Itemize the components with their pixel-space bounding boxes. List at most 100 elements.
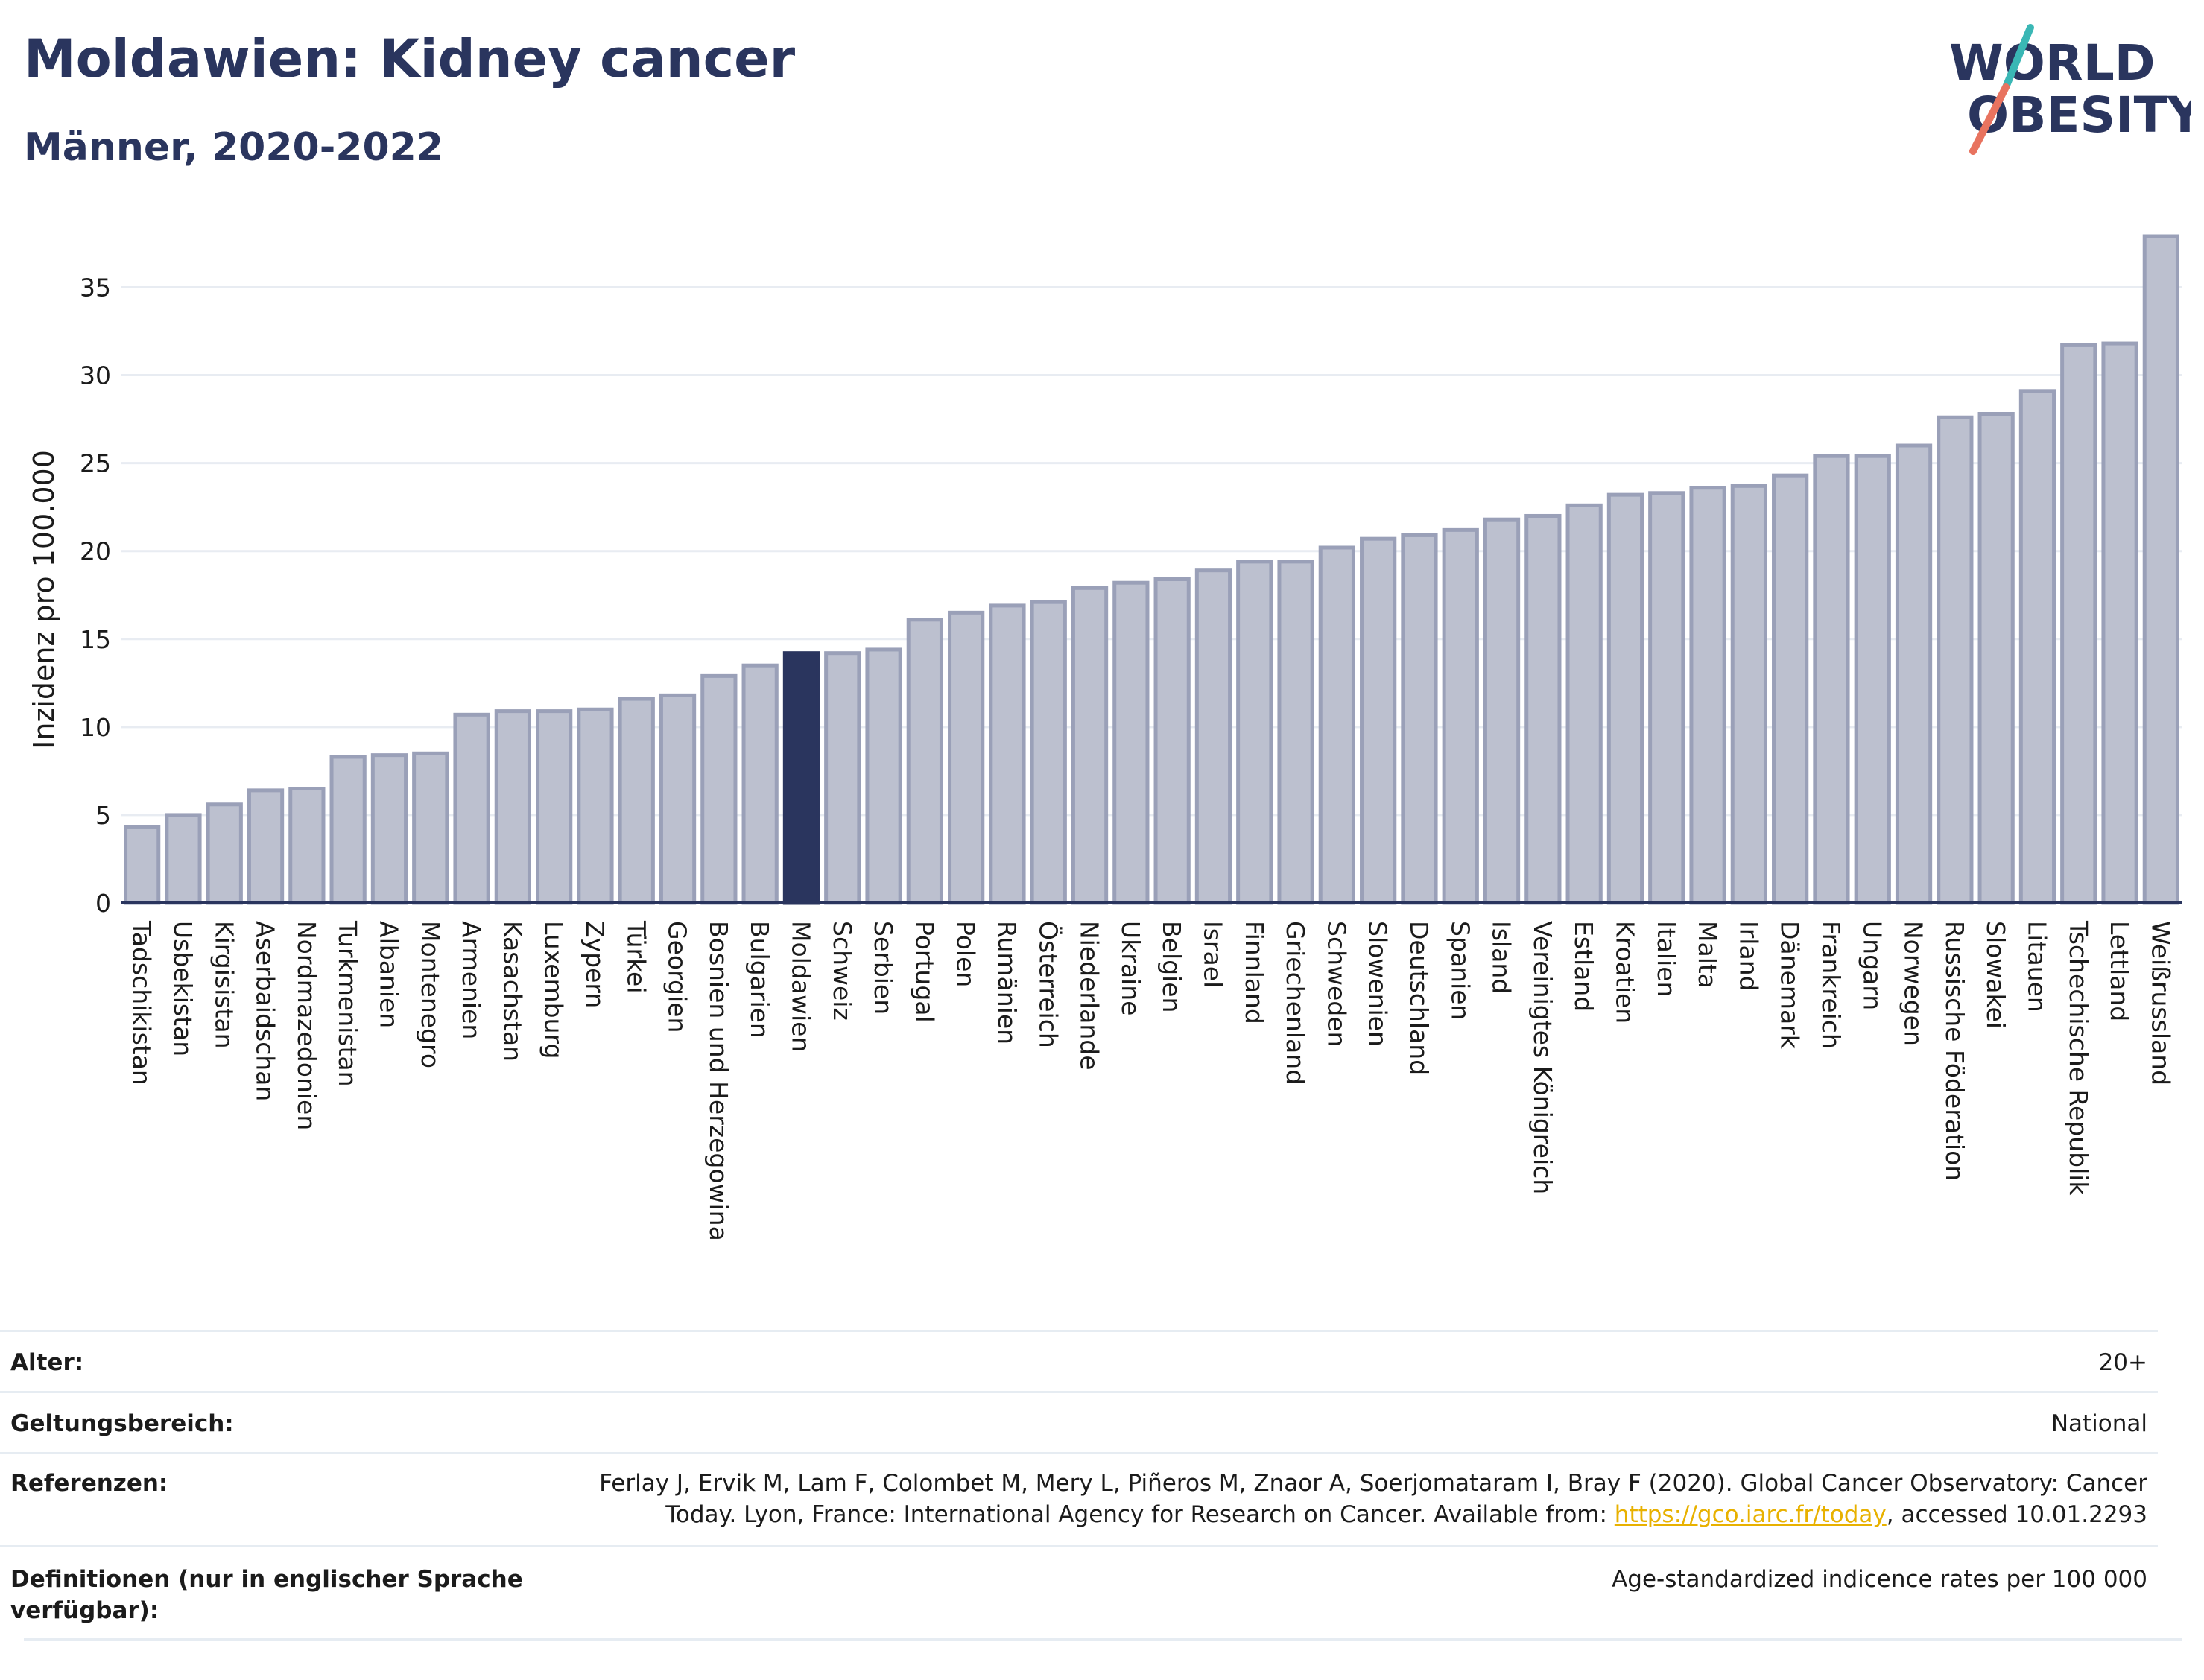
bar [2142, 234, 2179, 905]
y-tick-label: 15 [80, 625, 111, 654]
bar [1112, 580, 1150, 905]
x-tick-label: Kroatien [1610, 921, 1639, 1024]
bar [2101, 341, 2138, 905]
bar [1730, 484, 1767, 905]
y-tick-label: 30 [80, 361, 111, 390]
info-row-scope: Geltungsbereich: National [0, 1391, 2158, 1452]
bar [1360, 536, 1397, 905]
bar [989, 603, 1026, 905]
y-tick-label: 5 [95, 801, 111, 830]
y-tick-label: 20 [80, 537, 111, 566]
y-tick-label: 0 [95, 889, 111, 918]
info-label-definitions: Definitionen (nur in englischer Sprache … [10, 1566, 523, 1624]
x-tick-label: Tschechische Republik [2064, 920, 2093, 1196]
bar [659, 693, 697, 905]
x-tick-label: Weißrussland [2146, 921, 2175, 1085]
bar [1442, 527, 1479, 905]
page-title: Moldawien: Kidney cancer [24, 28, 796, 89]
x-tick-label: Georgien [663, 921, 692, 1033]
info-label-age: Alter: [10, 1349, 84, 1376]
bar [370, 753, 408, 905]
info-value-scope: National [2051, 1410, 2147, 1437]
bar [700, 673, 738, 905]
x-tick-label: Luxemburg [539, 921, 569, 1059]
info-label-scope: Geltungsbereich: [10, 1410, 234, 1437]
references-link[interactable]: https://gco.iarc.fr/today [1614, 1501, 1887, 1528]
x-tick-label: Montenegro [416, 921, 445, 1068]
y-axis-title: Inzidenz pro 100.000 [28, 450, 60, 749]
x-tick-label: Ukraine [1116, 921, 1145, 1015]
info-row-definitions: Definitionen (nur in englischer Sprache … [0, 1545, 2158, 1638]
x-tick-label: Vereinigtes Königreich [1528, 921, 1557, 1194]
x-tick-label: Usbekistan [168, 921, 197, 1056]
bar [948, 610, 985, 905]
x-tick-label: Aserbaidschan [251, 921, 280, 1101]
bar [1648, 491, 1685, 905]
bar [1895, 443, 1933, 905]
bar [865, 647, 902, 905]
logo-slash-teal-icon [2002, 24, 2034, 91]
x-tick-label: Finnland [1240, 921, 1269, 1024]
bar [165, 813, 202, 905]
x-tick-label: Bulgarien [745, 921, 774, 1039]
bar [1153, 577, 1191, 905]
bar [536, 709, 573, 905]
x-tick-label: Slowenien [1364, 921, 1393, 1047]
x-tick-label: Kasachstan [498, 921, 527, 1062]
bar [1937, 415, 1974, 905]
info-table-bottom-border [24, 1638, 2182, 1641]
bar [2018, 389, 2056, 905]
info-row-references: Referenzen: Ferlay J, Ervik M, Lam F, Co… [0, 1452, 2158, 1545]
bar [1772, 473, 1809, 905]
bar [906, 618, 943, 905]
bar [412, 751, 449, 905]
x-tick-label: Slowakei [1981, 921, 2010, 1029]
x-tick-label: Estland [1569, 921, 1598, 1012]
bar [618, 697, 655, 905]
x-tick-label: Tadschikistan [127, 920, 156, 1085]
y-tick-label: 35 [80, 273, 111, 302]
y-tick-label: 25 [80, 449, 111, 478]
x-tick-label: Griechenland [1281, 921, 1310, 1085]
x-tick-label: Island [1487, 921, 1516, 994]
x-tick-label: Schweden [1322, 921, 1351, 1047]
references-line-2-suffix: , accessed 10.01.2293 [1886, 1501, 2147, 1528]
x-tick-label: Dänemark [1776, 921, 1805, 1050]
x-tick-label: Türkei [621, 920, 650, 994]
bar [1318, 545, 1355, 905]
x-axis-labels: Tadschikistan Usbekistan Kirgisistan Aserba… [127, 920, 2176, 1241]
bar [1030, 600, 1067, 905]
bar [1977, 412, 2015, 905]
bar-chart: 0 5 10 15 20 25 30 35 Tadschikistan Usbekistan Ki… [28, 234, 2182, 1241]
page-subtitle: Männer, 2020-2022 [24, 125, 444, 170]
bar [1071, 586, 1109, 905]
x-tick-label: Russische Föderation [1940, 921, 1969, 1181]
bar [453, 712, 490, 905]
y-tick-label: 10 [80, 713, 111, 742]
bar [824, 651, 861, 905]
references-line-2: Today. Lyon, France: International Agenc… [583, 1499, 2147, 1530]
x-tick-label: Litauen [2022, 921, 2051, 1012]
x-tick-label: Schweiz [828, 921, 857, 1021]
x-tick-label: Deutschland [1405, 921, 1434, 1075]
x-tick-label: Ungarn [1858, 921, 1887, 1010]
info-value-references: Ferlay J, Ervik M, Lam F, Colombet M, Me… [583, 1468, 2147, 1530]
world-obesity-logo: WORLD OBESITY [1949, 24, 2191, 155]
x-tick-label: Irland [1734, 921, 1763, 992]
x-tick-label: Rumänien [992, 921, 1022, 1045]
x-tick-label: Turkmenistan [333, 920, 362, 1087]
x-tick-label: Portugal [910, 921, 939, 1023]
bar [1401, 533, 1438, 905]
bar [577, 707, 614, 905]
bar [1524, 513, 1562, 905]
x-tick-label: Österreich [1033, 921, 1063, 1048]
bar [329, 755, 367, 905]
bar [494, 709, 531, 905]
x-tick-label: Zypern [580, 921, 609, 1008]
x-tick-label: Lettland [2105, 921, 2134, 1021]
info-value-definitions: Age-standardized indicence rates per 100… [1612, 1566, 2147, 1593]
bar [741, 663, 779, 905]
references-line-2-text: Today. Lyon, France: International Agenc… [665, 1501, 1615, 1528]
info-value-age: 20+ [2098, 1349, 2147, 1376]
bar [288, 787, 326, 905]
